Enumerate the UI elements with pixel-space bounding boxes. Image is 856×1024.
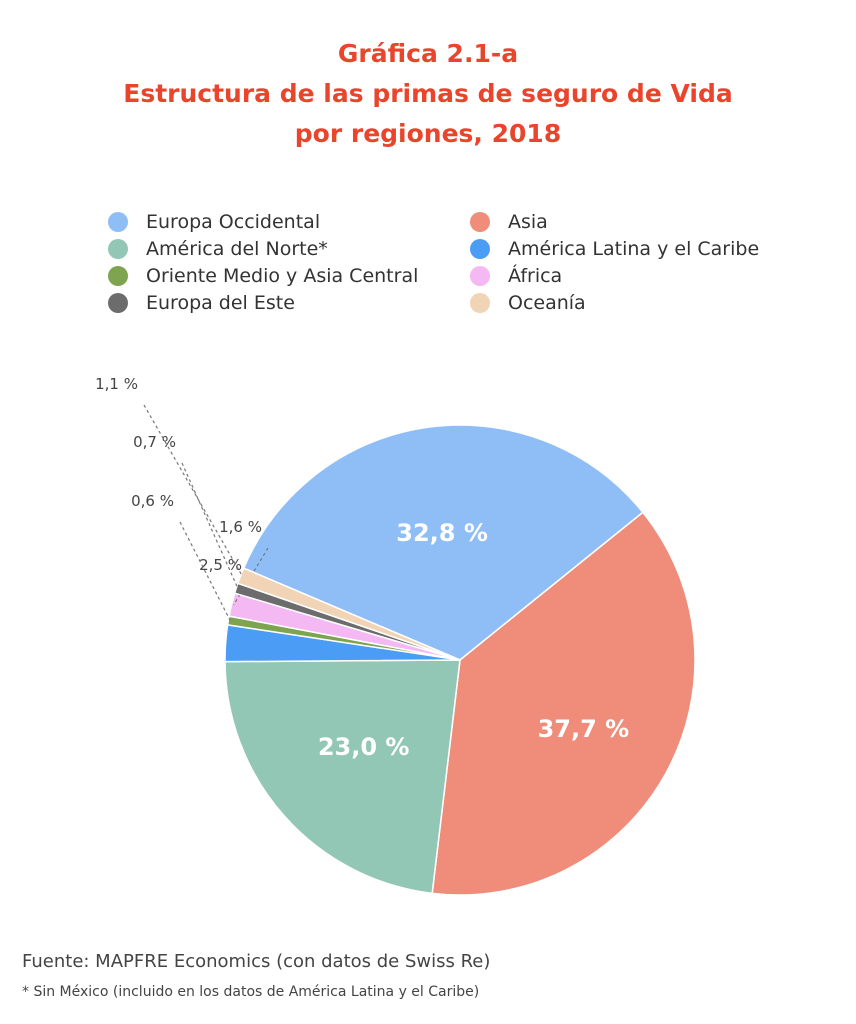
legend-item-africa: África <box>470 262 808 289</box>
pie-slice-oceania <box>236 567 461 661</box>
pie-slice-america-del-norte <box>224 659 461 895</box>
data-label-asia: 37,7 % <box>538 715 630 743</box>
legend-item-oceania: Oceanía <box>470 289 808 316</box>
legend-item-europa-occidental: Europa Occidental <box>108 208 470 235</box>
legend-item-america-latina: América Latina y el Caribe <box>470 235 808 262</box>
leader-line-oceania <box>143 404 244 577</box>
legend-label-america-del-norte: América del Norte* <box>146 237 328 260</box>
legend-label-america-latina: América Latina y el Caribe <box>508 237 760 260</box>
legend-swatch-america-del-norte <box>108 238 128 259</box>
chart-title-line-1: Gráfica 2.1-a <box>337 39 519 68</box>
chart-legend: Europa Occidental Asia América del Norte… <box>108 208 808 316</box>
data-label-america-del-norte: 23,0 % <box>318 733 410 761</box>
source-note: Fuente: MAPFRE Economics (con datos de S… <box>22 951 491 972</box>
data-label-africa: 1,6 % <box>219 518 262 536</box>
legend-swatch-europa-occidental <box>108 211 128 232</box>
data-label-europa-del-este: 0,7 % <box>133 433 176 451</box>
legend-swatch-europa-del-este <box>108 292 128 313</box>
chart-title-line-3: por regiones, 2018 <box>294 119 562 148</box>
data-label-oceania: 1,1 % <box>95 375 138 393</box>
legend-label-europa-occidental: Europa Occidental <box>146 210 321 233</box>
chart-title-line-2: Estructura de las primas de seguro de Vi… <box>123 79 733 108</box>
pie-chart: 32,8 % 37,7 % 23,0 % 2,5 % 0,6 % 1,6 % 0,7 % 1,… <box>95 375 696 896</box>
legend-label-oriente-medio: Oriente Medio y Asia Central <box>146 264 419 287</box>
legend-swatch-oriente-medio <box>108 265 128 286</box>
footnote: * Sin México (incluido en los datos de A… <box>22 984 480 1000</box>
leader-line-europa-del-este <box>181 462 239 590</box>
legend-swatch-oceania <box>470 292 490 313</box>
data-label-oriente-medio-y-asia-central: 0,6 % <box>131 492 174 510</box>
legend-item-europa-del-este: Europa del Este <box>108 289 470 316</box>
legend-label-asia: Asia <box>508 210 548 233</box>
legend-label-europa-del-este: Europa del Este <box>146 291 295 314</box>
legend-label-africa: África <box>508 264 563 287</box>
chart-title: Gráfica 2.1-a Estructura de las primas d… <box>0 34 856 154</box>
legend-swatch-africa <box>470 265 490 286</box>
legend-swatch-asia <box>470 211 490 232</box>
legend-label-oceania: Oceanía <box>508 291 586 314</box>
legend-swatch-america-latina <box>470 238 490 259</box>
data-label-america-latina-y-el-caribe: 2,5 % <box>199 556 242 574</box>
legend-item-america-del-norte: América del Norte* <box>108 235 470 262</box>
legend-item-oriente-medio: Oriente Medio y Asia Central <box>108 262 470 289</box>
leader-line-oriente-medio-y-asia-central <box>179 521 231 622</box>
leader-line-africa <box>233 547 269 606</box>
data-label-europa-occidental: 32,8 % <box>396 519 488 547</box>
pie-slice-europa-occidental <box>242 424 644 661</box>
pie-slice-asia <box>431 511 696 896</box>
legend-item-asia: Asia <box>470 208 808 235</box>
